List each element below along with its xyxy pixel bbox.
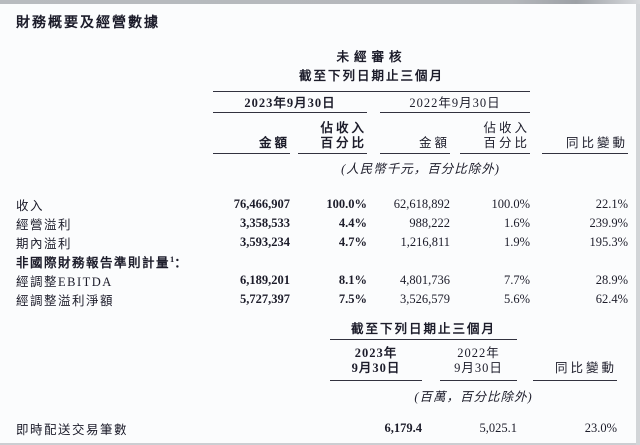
amount-2023: 76,466,907	[233, 197, 290, 211]
date-header-row: 2023年9月30日 2022年9月30日	[16, 91, 628, 113]
pct-2023: 7.5%	[338, 292, 367, 306]
value-2022: 5,025.1	[479, 421, 518, 435]
pct-header-2023: 佔收入 百分比	[298, 112, 367, 154]
table-row-delivery-transactions: 即時配送交易筆數 6,179.4 5,025.1 23.0%	[16, 419, 617, 438]
section-label-colon: ：	[174, 256, 189, 270]
period-caption: 截至下列日期止三個月	[330, 318, 518, 340]
yoy-header: 同比變動	[533, 339, 618, 381]
table-row-adjusted-net-profit: 經調整溢利淨額 5,727,397 7.5% 3,526,579 5.6% 62…	[16, 290, 628, 309]
row-label: 經營溢利	[16, 218, 73, 232]
amount-2022: 1,216,811	[400, 235, 450, 249]
footnote-mark: 1	[170, 253, 175, 264]
amount-2023: 3,358,533	[240, 216, 290, 230]
page-title: 財務概要及經營數據	[16, 16, 160, 31]
period-caption: 截至下列日期止三個月	[213, 65, 531, 92]
amount-2022: 3,526,579	[400, 292, 450, 306]
table-row-revenue: 收入 76,466,907 100.0% 62,618,892 100.0% 2…	[16, 195, 628, 214]
yoy-value: 28.9%	[595, 273, 629, 287]
top-edge-bar	[0, 0, 640, 4]
date-2023-year: 2023年	[354, 346, 398, 360]
date-header-row: 2023年 9月30日 2022年 9月30日 同比變動	[16, 339, 618, 381]
pct-2022: 1.9%	[503, 235, 531, 249]
column-header-row: 金額 佔收入 百分比 金額 佔收入 百分比 同比變動	[16, 112, 629, 154]
pct-header-2022: 佔收入 百分比	[460, 112, 531, 154]
pct-2022: 7.7%	[503, 273, 531, 287]
pct-2022: 5.6%	[503, 292, 531, 306]
row-label: 收入	[16, 199, 45, 213]
financial-summary-table: 未經審核 截至下列日期止三個月 2023年9月30日 2022年9月30日 金額…	[16, 46, 629, 309]
amount-2023: 5,727,397	[240, 292, 290, 306]
unit-note: (人民幣千元，百分比除外)	[341, 162, 500, 176]
period-caption-row: 截至下列日期止三個月	[16, 318, 617, 340]
yoy-value: 239.9%	[589, 216, 629, 230]
yoy-value: 22.1%	[595, 197, 629, 211]
date-2022-year: 2022年	[457, 346, 500, 360]
table-row-non-ifrs-section: 非國際財務報告準則計量1：	[16, 252, 628, 271]
unaudited-row: 未經審核	[16, 46, 628, 65]
amount-header-2023: 金額	[213, 112, 290, 154]
section-label: 非國際財務報告準則計量1：	[16, 252, 628, 271]
pct-header-line2: 百分比	[320, 136, 367, 150]
operating-data-table: 截至下列日期止三個月 2023年 9月30日 2022年 9月30日 同比變動 (百…	[16, 318, 618, 438]
amount-2022: 988,222	[409, 216, 450, 230]
yoy-value: 62.4%	[595, 292, 629, 306]
pct-header-line1: 佔收入	[320, 121, 367, 135]
yoy-value: 23.0%	[584, 421, 618, 435]
section-label-text: 非國際財務報告準則計量	[16, 256, 171, 270]
date-2022-day: 9月30日	[454, 361, 503, 375]
amount-2022: 62,618,892	[393, 197, 450, 211]
amount-2023: 6,189,201	[240, 273, 290, 287]
pct-2023: 100.0%	[326, 197, 367, 211]
row-label: 經調整EBITDA	[16, 275, 113, 289]
unaudited-label: 未經審核	[336, 50, 407, 64]
unit-note-row: (百萬，百分比除外)	[16, 381, 617, 406]
yoy-value: 195.3%	[589, 235, 629, 249]
pct-2022: 1.6%	[503, 216, 531, 230]
value-2023: 6,179.4	[384, 421, 423, 435]
unit-note-row: (人民幣千元，百分比除外)	[16, 154, 628, 178]
amount-header-2022: 金額	[380, 112, 450, 154]
amount-2023: 3,593,234	[240, 235, 290, 249]
pct-header-line2: 百分比	[483, 136, 531, 150]
unit-note: (百萬，百分比除外)	[414, 390, 533, 404]
bottom-edge-bar	[0, 443, 636, 445]
pct-header-line1: 佔收入	[483, 121, 531, 135]
row-label: 即時配送交易筆數	[16, 423, 129, 437]
date-2023-day: 9月30日	[351, 361, 401, 375]
table-row-period-profit: 期內溢利 3,593,234 4.7% 1,216,811 1.9% 195.3…	[16, 233, 628, 252]
table-row-operating-profit: 經營溢利 3,358,533 4.4% 988,222 1.6% 239.9%	[16, 214, 628, 233]
spacer-row	[16, 405, 617, 419]
pct-2023: 4.4%	[338, 216, 367, 230]
row-label: 期內溢利	[16, 237, 73, 251]
right-edge-bar	[636, 4, 640, 445]
pct-2022: 100.0%	[491, 197, 531, 211]
pct-2023: 8.1%	[338, 273, 367, 287]
date-2023-header: 2023年9月30日	[213, 91, 367, 113]
yoy-header: 同比變動	[542, 112, 629, 154]
amount-2022: 4,801,736	[400, 273, 450, 287]
table-row-adjusted-ebitda: 經調整EBITDA 6,189,201 8.1% 4,801,736 7.7% …	[16, 271, 628, 290]
pct-2023: 4.7%	[338, 235, 367, 249]
spacer-row	[16, 177, 628, 195]
row-label: 經調整溢利淨額	[16, 294, 115, 308]
period-caption-row: 截至下列日期止三個月	[16, 65, 628, 92]
date-2022-header: 2022年9月30日	[380, 91, 531, 113]
